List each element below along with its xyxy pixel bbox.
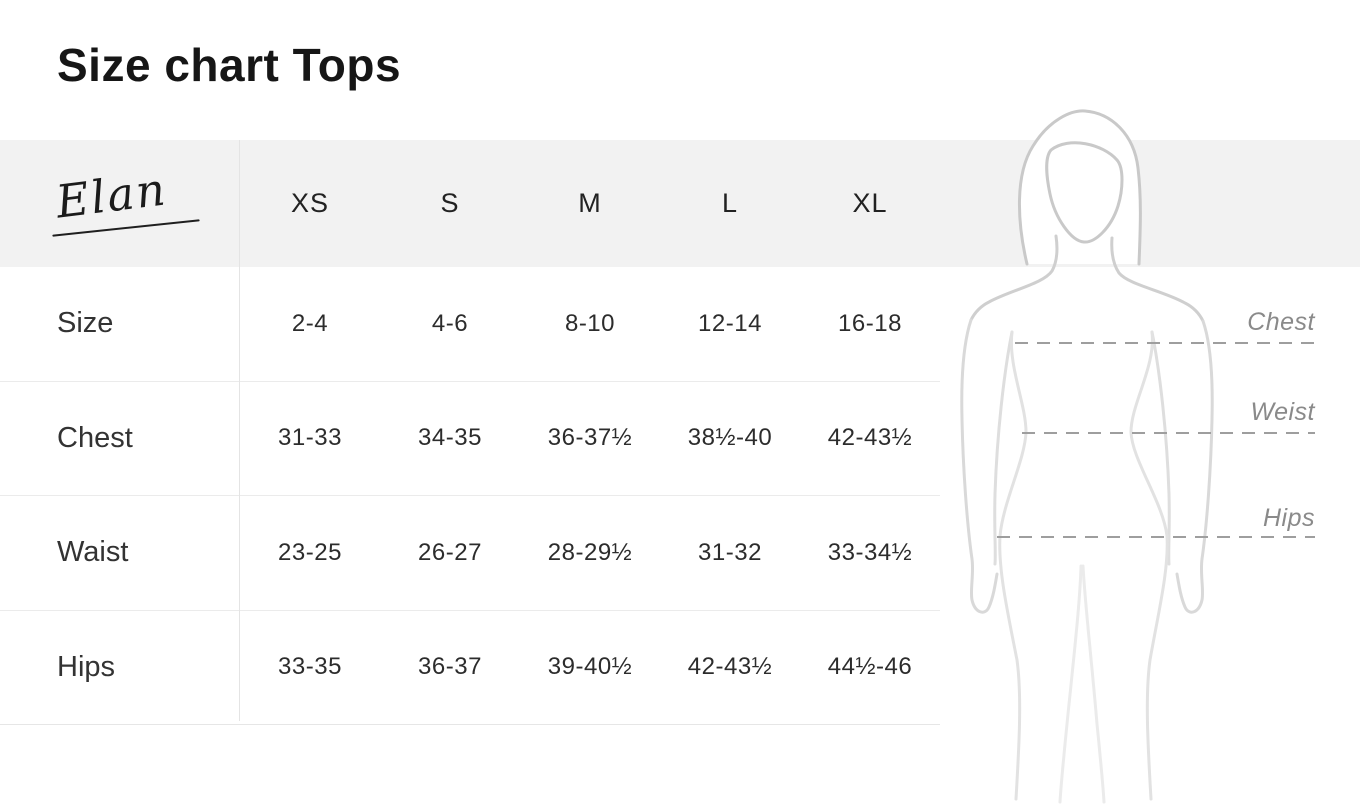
size-col-header-l: L xyxy=(721,188,739,218)
row-label: Size xyxy=(57,307,114,340)
size-value-cell: 12-14 xyxy=(698,309,762,337)
left-torso-leg-line xyxy=(998,330,1028,801)
size-value-cell: 38½-40 xyxy=(687,424,773,452)
size-value-cell: 42-43½ xyxy=(827,424,913,452)
table-vertical-divider xyxy=(239,140,240,721)
right-arm-outline xyxy=(1175,319,1214,614)
size-col-header-s: S xyxy=(440,188,460,218)
size-value-cell: 26-27 xyxy=(418,538,482,566)
hips-measurement-label: Hips xyxy=(1262,504,1315,532)
table-row-hips: Hips 33-35 36-37 39-40½ 42-43½ 44½-46 xyxy=(0,609,940,724)
size-value-cell: 2-4 xyxy=(291,309,329,337)
table-row-chest: Chest 31-33 34-35 36-37½ 38½-40 42-43½ xyxy=(0,380,940,495)
size-value-cell: 16-18 xyxy=(838,309,902,337)
size-value-cell: 33-35 xyxy=(278,653,342,681)
size-value-cell: 36-37 xyxy=(418,653,482,681)
size-value-cell: 34-35 xyxy=(418,424,482,452)
size-value-cell: 8-10 xyxy=(564,309,616,337)
face-outline xyxy=(1045,141,1124,244)
waist-measurement-line xyxy=(1022,432,1315,434)
row-label: Hips xyxy=(57,650,116,683)
row-label: Chest xyxy=(57,421,133,454)
brand-logo-text: Elan xyxy=(53,161,170,229)
size-col-header-m: M xyxy=(578,188,602,218)
size-value-cell: 39-40½ xyxy=(547,653,633,681)
left-inner-leg-line xyxy=(1058,564,1083,804)
size-table-header-row: Elan XS S M L XL xyxy=(0,140,940,267)
row-label: Waist xyxy=(57,536,129,569)
size-value-cell: 23-25 xyxy=(278,538,342,566)
left-arm-outline xyxy=(960,318,999,614)
size-value-cell: 31-32 xyxy=(698,538,762,566)
chest-measurement-line xyxy=(1015,342,1315,344)
right-inner-leg-line xyxy=(1081,564,1106,804)
table-row-waist: Waist 23-25 26-27 28-29½ 31-32 33-34½ xyxy=(0,495,940,610)
size-value-cell: 4-6 xyxy=(431,309,469,337)
size-value-cell: 42-43½ xyxy=(687,653,773,681)
hair-outline xyxy=(1018,109,1142,266)
size-table: Elan XS S M L XL Size 2-4 4-6 8-10 12-14… xyxy=(0,140,940,725)
page-title: Size chart Tops xyxy=(57,39,402,91)
size-value-cell: 31-33 xyxy=(278,424,342,452)
size-value-cell: 28-29½ xyxy=(547,538,633,566)
brand-logo-cell: Elan xyxy=(0,161,240,247)
body-silhouette-illustration xyxy=(960,109,1214,804)
size-col-header-xl: XL xyxy=(852,188,888,218)
right-shoulder-line xyxy=(1110,236,1205,323)
size-value-cell: 36-37½ xyxy=(547,424,633,452)
size-value-cell: 33-34½ xyxy=(827,538,913,566)
left-shoulder-line xyxy=(969,234,1059,322)
waist-measurement-label: Weist xyxy=(1250,398,1315,426)
brand-logo: Elan xyxy=(52,161,212,247)
size-col-header-xs: XS xyxy=(290,188,330,218)
table-row-size: Size 2-4 4-6 8-10 12-14 16-18 xyxy=(0,267,940,381)
left-inner-arm-line xyxy=(993,330,1014,566)
hips-measurement-line xyxy=(997,536,1315,538)
size-value-cell: 44½-46 xyxy=(827,653,913,681)
chest-measurement-label: Chest xyxy=(1247,308,1315,336)
right-inner-arm-line xyxy=(1150,330,1171,566)
